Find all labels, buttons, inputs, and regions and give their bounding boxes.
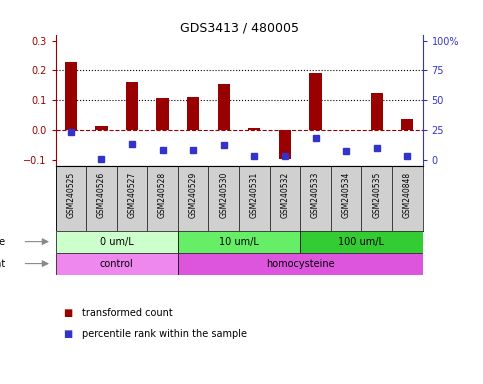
Text: GSM240535: GSM240535 (372, 171, 381, 218)
Text: 100 um/L: 100 um/L (339, 237, 384, 247)
Text: agent: agent (0, 258, 6, 268)
Text: GSM240529: GSM240529 (189, 171, 198, 218)
Text: GSM240525: GSM240525 (66, 171, 75, 218)
Text: dose: dose (0, 237, 6, 247)
Text: percentile rank within the sample: percentile rank within the sample (82, 329, 247, 339)
Title: GDS3413 / 480005: GDS3413 / 480005 (180, 22, 298, 35)
Bar (248, 128, 260, 130)
Text: control: control (100, 258, 134, 268)
Text: 0 um/L: 0 um/L (100, 237, 134, 247)
Bar (279, 130, 291, 159)
Bar (56, 231, 178, 253)
Text: ■: ■ (63, 329, 72, 339)
Text: GSM240531: GSM240531 (250, 171, 259, 218)
Bar (300, 231, 423, 253)
Text: GSM240534: GSM240534 (341, 171, 351, 218)
Bar (65, 62, 77, 130)
Text: 10 um/L: 10 um/L (219, 237, 259, 247)
Bar (370, 93, 383, 130)
Bar (310, 73, 322, 130)
Text: ■: ■ (63, 308, 72, 318)
Bar (178, 231, 300, 253)
Bar (401, 119, 413, 130)
Text: GSM240530: GSM240530 (219, 171, 228, 218)
Text: transformed count: transformed count (82, 308, 173, 318)
Text: GSM240526: GSM240526 (97, 171, 106, 218)
Bar (178, 253, 423, 275)
Text: GSM240848: GSM240848 (403, 171, 412, 218)
Text: homocysteine: homocysteine (266, 258, 335, 268)
Text: GSM240532: GSM240532 (281, 171, 289, 218)
Bar (187, 97, 199, 130)
Bar (126, 83, 138, 130)
Bar (218, 84, 230, 130)
Bar (56, 253, 178, 275)
Text: GSM240527: GSM240527 (128, 171, 137, 218)
Bar (156, 98, 169, 130)
Text: GSM240528: GSM240528 (158, 171, 167, 218)
Bar (95, 126, 108, 130)
Text: GSM240533: GSM240533 (311, 171, 320, 218)
